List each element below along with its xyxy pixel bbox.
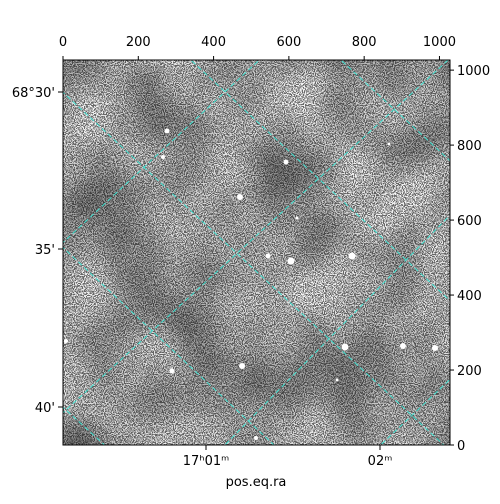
image [63,60,450,445]
x-tick-label: 0 [59,35,67,50]
stars [64,128,438,440]
frame [62,59,451,446]
dec-tick-label: 35' [35,243,55,258]
y-tick-label: 800 [457,139,482,154]
dec-tick-label: 40' [35,401,55,416]
y-tick-label: 600 [457,214,482,229]
x-tick-label: 800 [352,35,377,50]
ra-tick-label: 02ᵐ [368,454,393,469]
x-tick-label: 200 [126,35,151,50]
x-tick-label: 400 [201,35,226,50]
y-tick-label: 0 [457,439,465,454]
ra-tick-label: 17ʰ01ᵐ [183,454,229,469]
x-tick-label: 1000 [423,35,456,50]
coordinate-grid [63,60,450,445]
x-tick-label: 600 [276,35,301,50]
y-tick-label: 200 [457,364,482,379]
y-tick-label: 400 [457,289,482,304]
dec-tick-label: 68°30' [12,86,55,101]
y-tick-label: 1000 [457,64,490,79]
x-axis-label: pos.eq.ra [226,475,287,490]
